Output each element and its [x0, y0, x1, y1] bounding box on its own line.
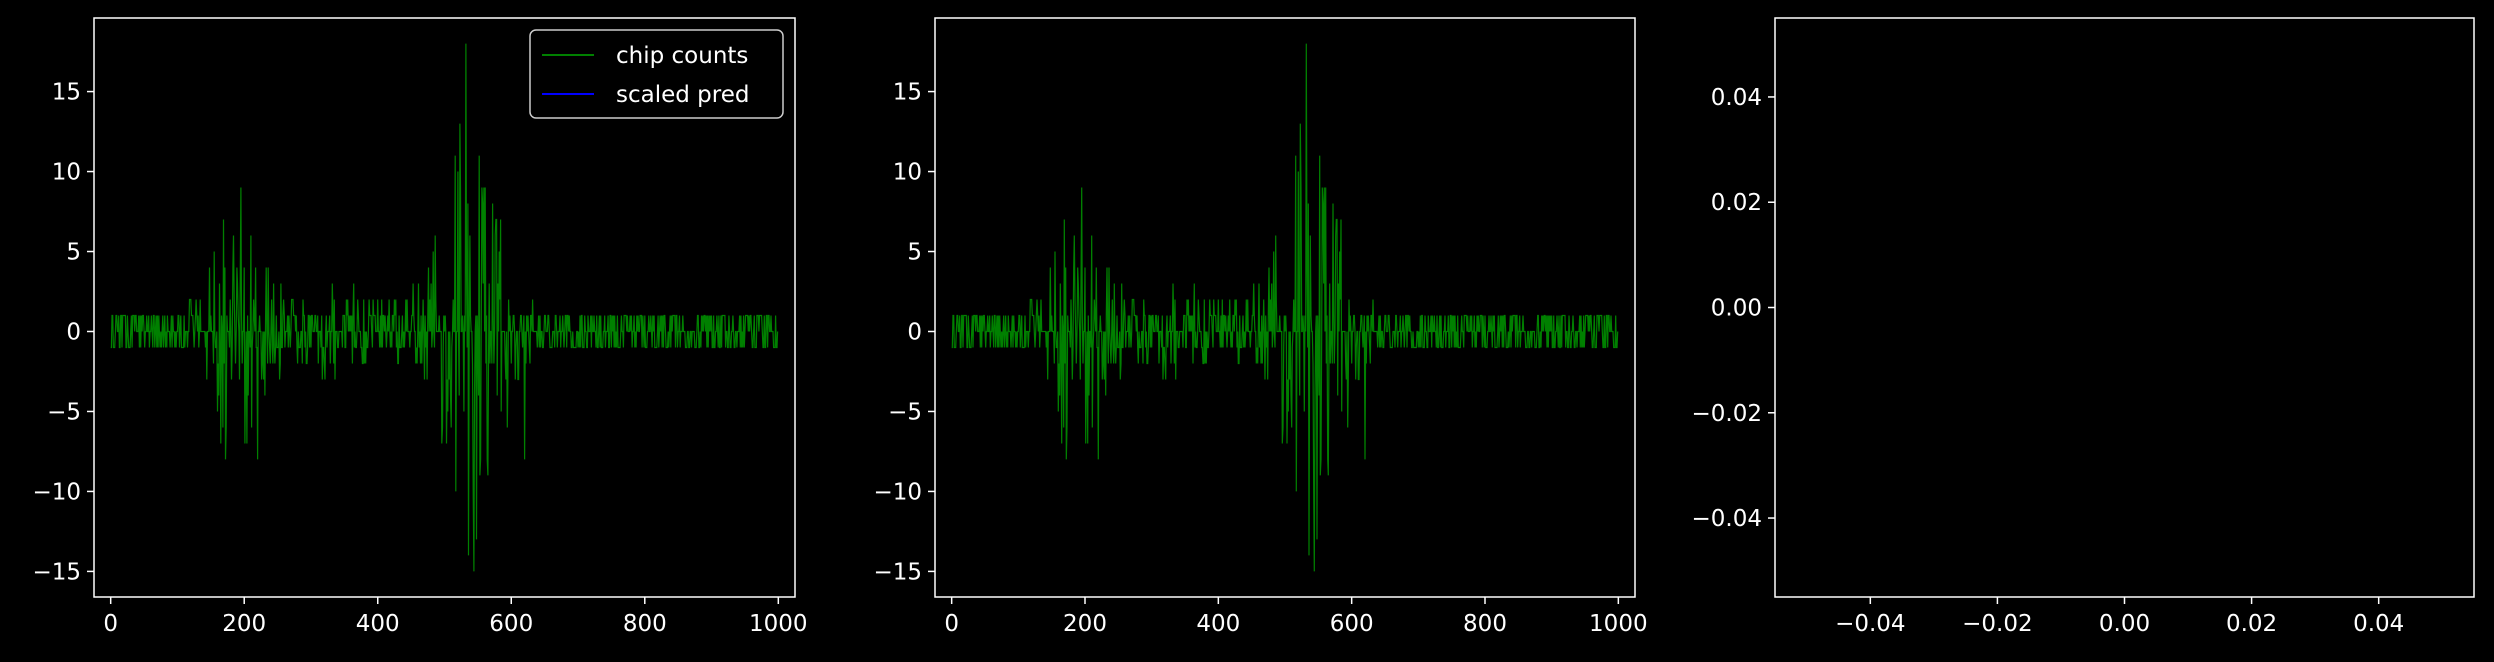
y-tick-label: 0.04: [1711, 85, 1762, 111]
y-tick-label: 15: [52, 80, 81, 106]
legend-box: [529, 29, 784, 119]
x-tick-label: 0.02: [2226, 611, 2277, 637]
y-tick-label: 5: [66, 240, 81, 266]
y-tick-label: −10: [873, 479, 922, 505]
chart-panel-3: −0.04 −0.02 0.00 0.02 0.04 −0.04 −0.02 0.00 0.02…: [1692, 17, 2475, 637]
series-line-chip-counts: [951, 43, 1619, 572]
x-tick-label: 0.04: [2353, 611, 2404, 637]
y-tick-label: 15: [893, 80, 922, 106]
x-tick-label: 0: [944, 611, 959, 637]
x-tick-label: 200: [222, 611, 266, 637]
y-tick-label: −10: [32, 479, 81, 505]
x-tick-label: 400: [1196, 611, 1240, 637]
chart-panel-2: 0 200 400 600 800 1000 −15 −10 −5 0 5 10 15: [873, 17, 1648, 637]
series-line-chip-counts: [110, 43, 779, 572]
y-tick-label: 0.00: [1711, 296, 1762, 322]
x-tick-label: 600: [489, 611, 533, 637]
chart-panel-1: 0 200 400 600 800 1000 −15 −10 −5 0 5 10 15: [32, 17, 808, 637]
y-tick-label: 10: [52, 160, 81, 186]
x-tick-label: 0.00: [2099, 611, 2150, 637]
x-tick-label: 0: [103, 611, 118, 637]
y-tick-label: −15: [873, 559, 922, 585]
x-tick-label: 1000: [749, 611, 808, 637]
x-tick-label: 800: [1463, 611, 1507, 637]
y-tick-label: −5: [888, 399, 922, 425]
x-tick-label: 600: [1330, 611, 1374, 637]
x-tick-label: −0.04: [1835, 611, 1905, 637]
x-tick-label: 800: [623, 611, 667, 637]
y-tick-label: −5: [47, 399, 81, 425]
x-tick-label: 1000: [1589, 611, 1648, 637]
y-tick-label: 0: [66, 319, 81, 345]
y-tick-label: −15: [32, 559, 81, 585]
legend: chip counts scaled pred: [529, 29, 784, 119]
y-tick-label: 0: [907, 319, 922, 345]
y-tick-label: 0.02: [1711, 190, 1762, 216]
y-tick-label: −0.04: [1692, 506, 1762, 532]
x-tick-label: 400: [356, 611, 400, 637]
legend-label-chip-counts: chip counts: [616, 43, 748, 69]
y-tick-label: 5: [907, 240, 922, 266]
x-tick-label: 200: [1063, 611, 1107, 637]
x-tick-label: −0.02: [1962, 611, 2032, 637]
y-tick-label: 10: [893, 160, 922, 186]
axes-frame: [934, 17, 1636, 598]
legend-label-scaled-pred: scaled pred: [616, 82, 749, 108]
axes-frame: [93, 17, 796, 598]
y-tick-label: −0.02: [1692, 401, 1762, 427]
